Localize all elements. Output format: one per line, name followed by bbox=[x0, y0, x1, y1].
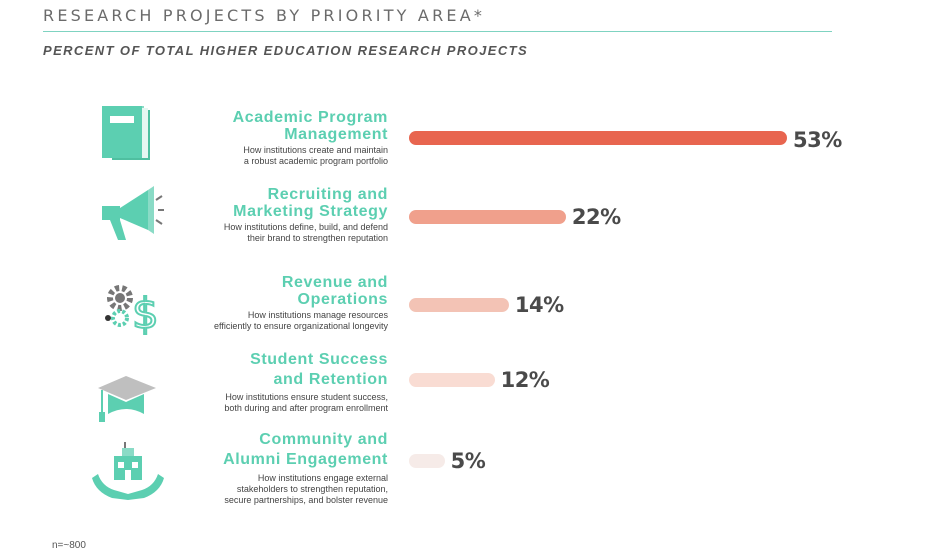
value-label: 22% bbox=[571, 205, 621, 229]
category-description: How institutions ensure student success,… bbox=[224, 392, 388, 413]
category-description: How institutions define, build, and defe… bbox=[223, 222, 388, 243]
hands-building-icon bbox=[92, 442, 164, 500]
svg-text:$: $ bbox=[132, 289, 159, 338]
value-label: 14% bbox=[514, 293, 564, 317]
graduation-cap-icon bbox=[98, 376, 156, 422]
bar bbox=[409, 131, 787, 145]
category-description: How institutions manage resources effici… bbox=[214, 310, 388, 331]
category-label: Community and Alumni Engagement How inst… bbox=[168, 431, 388, 506]
category-label: Revenue and Operations How institutions … bbox=[168, 274, 388, 332]
value-label: 12% bbox=[500, 368, 550, 392]
sample-size-note: n=~800 bbox=[52, 540, 86, 551]
bar bbox=[409, 454, 445, 468]
value-label: 5% bbox=[450, 449, 486, 473]
category-title: Recruiting and Marketing Strategy bbox=[233, 186, 388, 220]
category-title: Academic Program Management bbox=[232, 109, 388, 143]
bar bbox=[409, 373, 495, 387]
category-title: Student Success and Retention bbox=[250, 351, 388, 388]
category-label: Academic Program Management How institut… bbox=[168, 109, 388, 167]
value-label: 53% bbox=[793, 128, 842, 152]
megaphone-icon bbox=[102, 186, 164, 240]
category-label: Student Success and Retention How instit… bbox=[168, 351, 388, 414]
category-label: Recruiting and Marketing Strategy How in… bbox=[168, 186, 388, 244]
category-description: How institutions create and maintain a r… bbox=[243, 145, 388, 166]
gears-dollar-icon: $ bbox=[105, 285, 160, 339]
title-divider bbox=[43, 31, 832, 32]
category-title: Revenue and Operations bbox=[281, 274, 388, 308]
bar bbox=[409, 210, 566, 224]
book-icon bbox=[102, 106, 150, 160]
category-description: How institutions engage external stakeho… bbox=[224, 473, 388, 505]
bar bbox=[409, 298, 509, 312]
chart-title: RESEARCH PROJECTS BY PRIORITY AREA* bbox=[43, 6, 486, 25]
category-title: Community and Alumni Engagement bbox=[223, 431, 388, 468]
chart-subtitle: PERCENT OF TOTAL HIGHER EDUCATION RESEAR… bbox=[43, 43, 529, 58]
